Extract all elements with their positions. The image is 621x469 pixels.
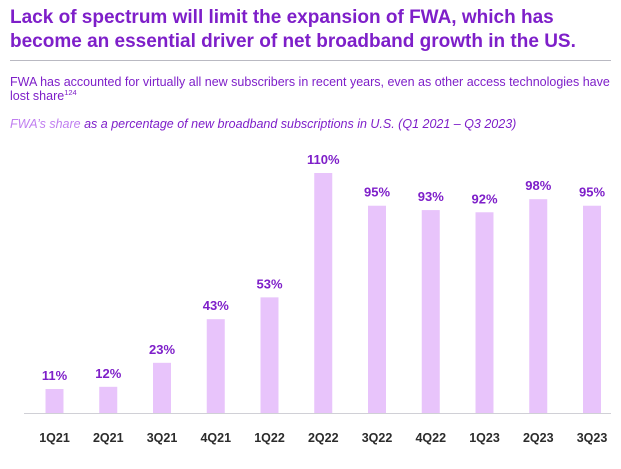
- value-label-2Q21: 12%: [95, 366, 121, 381]
- bar-1Q22: [260, 297, 279, 413]
- category-label-1Q22: 1Q22: [254, 431, 285, 445]
- category-label-3Q22: 3Q22: [362, 431, 393, 445]
- category-label-1Q23: 1Q23: [469, 431, 500, 445]
- value-label-2Q23: 98%: [525, 178, 551, 193]
- value-label-1Q22: 53%: [256, 276, 282, 291]
- chart-subtitle: FWA has accounted for virtually all new …: [10, 75, 610, 103]
- title-divider: [10, 60, 611, 61]
- category-label-2Q23: 2Q23: [523, 431, 554, 445]
- category-labels: 1Q21 2Q21 3Q21 4Q21 1Q22 2Q22 3Q22 4Q22 1Q23 2Q23…: [39, 431, 607, 445]
- bar-3Q23: [583, 205, 601, 413]
- caption-text: as a percentage of new broadband subscri…: [80, 117, 517, 131]
- category-label-4Q21: 4Q21: [200, 431, 231, 445]
- bar-2Q22: [314, 173, 333, 413]
- bar-3Q21: [153, 362, 171, 413]
- bar-4Q21: [206, 319, 225, 413]
- subtitle-text: FWA has accounted for virtually all new …: [10, 75, 610, 103]
- chart-caption: FWA’s share as a percentage of new broad…: [10, 117, 610, 131]
- category-label-3Q23: 3Q23: [577, 431, 608, 445]
- value-label-3Q22: 95%: [364, 185, 390, 200]
- category-label-1Q21: 1Q21: [39, 431, 70, 445]
- caption-series-name: FWA’s share: [10, 117, 81, 131]
- value-label-1Q23: 92%: [471, 191, 497, 206]
- value-labels: 11% 12% 23% 43% 53% 110% 95% 93% 92% 98% 95%: [42, 152, 606, 383]
- value-label-3Q23: 95%: [579, 185, 605, 200]
- page-title: Lack of spectrum will limit the expansio…: [10, 7, 576, 52]
- category-label-2Q22: 2Q22: [308, 431, 339, 445]
- value-label-2Q22: 110%: [307, 152, 340, 167]
- footnote-reference: 124: [64, 88, 77, 97]
- category-label-3Q21: 3Q21: [147, 431, 178, 445]
- bar-4Q22: [421, 210, 440, 413]
- category-label-4Q22: 4Q22: [415, 431, 446, 445]
- bar-3Q22: [368, 205, 386, 413]
- bar-1Q23: [475, 212, 494, 413]
- value-label-4Q21: 43%: [203, 298, 229, 313]
- category-label-2Q21: 2Q21: [93, 431, 124, 445]
- bar-2Q21: [99, 386, 118, 413]
- value-label-1Q21: 11%: [42, 368, 68, 383]
- value-label-4Q22: 93%: [418, 189, 444, 204]
- bar-2Q23: [529, 199, 548, 413]
- bar-series: [45, 173, 601, 413]
- bar-1Q21: [45, 389, 64, 413]
- value-label-3Q21: 23%: [149, 342, 175, 357]
